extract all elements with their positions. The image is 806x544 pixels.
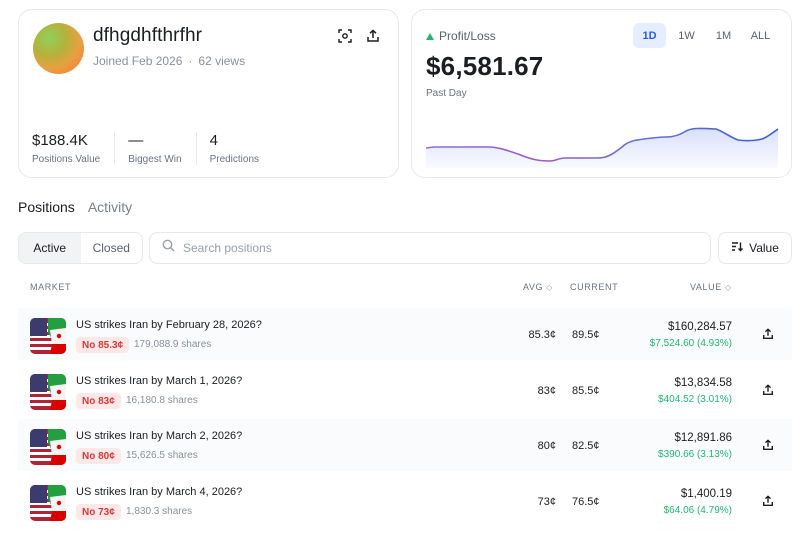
filter-active[interactable]: Active — [19, 233, 81, 263]
current-price: 85.5¢ — [572, 385, 600, 397]
scan-icon[interactable] — [335, 26, 355, 46]
share-icon[interactable] — [760, 493, 776, 509]
stat-biggest-win: — Biggest Win — [128, 132, 197, 165]
stat-label: Biggest Win — [128, 154, 182, 165]
search-icon — [162, 239, 175, 257]
stat-label: Predictions — [209, 154, 260, 165]
sparkline-area — [426, 128, 778, 168]
position-value: $12,891.86 — [674, 432, 732, 444]
outcome-badge: No 80¢ — [76, 448, 121, 464]
share-icon[interactable] — [363, 26, 383, 46]
position-value: $1,400.19 — [680, 488, 732, 500]
outcome-badge: No 73¢ — [76, 504, 121, 520]
shares-count: 15,626.5 shares — [126, 450, 198, 461]
stat-value: — — [128, 132, 144, 149]
us-iran-flag-icon — [30, 374, 66, 410]
us-iran-flag-icon — [30, 429, 66, 465]
profile-card: dfhgdhfthrfhr Joined Feb 2026 · 62 views… — [18, 9, 399, 178]
pnl-label-row: Profit/Loss — [426, 29, 496, 43]
pnl-period: Past Day — [426, 88, 467, 99]
header-avg[interactable]: AVG ◇ — [523, 282, 553, 292]
stat-predictions: 4 Predictions — [210, 132, 273, 165]
header-value-label: VALUE — [690, 282, 722, 292]
shares-count: 1,830.3 shares — [126, 506, 193, 517]
stat-value: 4 — [209, 132, 218, 149]
position-value: $160,284.57 — [668, 321, 732, 333]
shares-count: 179,088.9 shares — [134, 339, 212, 350]
market-title[interactable]: US strikes Iran by March 4, 2026? — [76, 486, 243, 498]
range-1d[interactable]: 1D — [633, 23, 666, 48]
header-value[interactable]: VALUE ◇ — [690, 282, 732, 292]
position-change: $64.06 (4.79%) — [663, 505, 732, 516]
main-tabs: Positions Activity — [18, 199, 132, 215]
range-1w[interactable]: 1W — [678, 29, 695, 42]
header-market-label: MARKET — [30, 282, 72, 292]
sort-icon — [731, 241, 744, 255]
range-all[interactable]: ALL — [750, 29, 771, 42]
sort-toggle-icon: ◇ — [546, 282, 553, 292]
position-change: $7,524.60 (4.93%) — [649, 338, 732, 349]
search-box — [149, 232, 711, 264]
header-current: CURRENT — [570, 282, 618, 292]
tab-activity[interactable]: Activity — [87, 199, 133, 215]
outcome-badge: No 83¢ — [76, 393, 121, 409]
views-count: 62 views — [198, 54, 246, 68]
current-price: 76.5¢ — [572, 496, 600, 508]
us-iran-flag-icon — [30, 485, 66, 521]
range-1m[interactable]: 1M — [715, 29, 732, 42]
sparkline-line — [426, 127, 778, 162]
pnl-value: $6,581.67 — [426, 51, 544, 81]
header-current-label: CURRENT — [570, 282, 619, 292]
status-filter: Active Closed — [18, 232, 143, 264]
current-price: 82.5¢ — [572, 440, 600, 452]
position-change: $404.52 (3.01%) — [658, 394, 732, 405]
current-price: 89.5¢ — [572, 329, 600, 341]
table-row[interactable]: US strikes Iran by March 4, 2026? No 73¢… — [18, 475, 792, 527]
share-icon[interactable] — [760, 437, 776, 453]
stat-label: Positions Value — [32, 154, 101, 165]
avg-price: 80¢ — [537, 440, 556, 452]
username: dfhgdhfthrfhr — [93, 25, 203, 46]
avatar — [33, 23, 84, 74]
sort-label: Value — [749, 241, 779, 255]
pnl-label: Profit/Loss — [439, 29, 496, 43]
table-row[interactable]: US strikes Iran by March 1, 2026? No 83¢… — [18, 364, 792, 416]
shares-count: 16,180.8 shares — [126, 395, 198, 406]
outcome-badge: No 85.3¢ — [76, 337, 130, 353]
avg-price: 73¢ — [537, 496, 556, 508]
table-header: MARKET AVG ◇ CURRENT VALUE ◇ — [18, 282, 792, 296]
pnl-card: Profit/Loss $6,581.67 Past Day 1D 1W 1M … — [411, 9, 792, 178]
table-row[interactable]: US strikes Iran by March 2, 2026? No 80¢… — [18, 419, 792, 471]
market-title[interactable]: US strikes Iran by February 28, 2026? — [76, 319, 262, 331]
sort-value-button[interactable]: Value — [718, 232, 792, 264]
search-input[interactable] — [183, 241, 683, 255]
range-selector: 1D 1W 1M ALL — [633, 23, 777, 48]
filter-closed[interactable]: Closed — [92, 241, 130, 255]
profile-stats: $188.4K Positions Value — Biggest Win 4 … — [32, 132, 286, 165]
market-title[interactable]: US strikes Iran by March 1, 2026? — [76, 375, 243, 387]
header-market[interactable]: MARKET — [30, 282, 71, 292]
avg-price: 85.3¢ — [528, 329, 556, 341]
meta-separator: · — [188, 54, 193, 68]
up-triangle-icon — [426, 32, 434, 40]
pnl-sparkline — [426, 127, 778, 168]
table-row[interactable]: US strikes Iran by February 28, 2026? No… — [18, 308, 792, 360]
profile-meta: Joined Feb 2026 · 62 views — [93, 54, 245, 68]
header-avg-label: AVG — [523, 282, 544, 292]
joined-date: Joined Feb 2026 — [93, 54, 183, 68]
stat-value: $188.4K — [32, 132, 88, 149]
market-title[interactable]: US strikes Iran by March 2, 2026? — [76, 430, 243, 442]
share-icon[interactable] — [760, 326, 776, 342]
sort-toggle-icon: ◇ — [724, 282, 732, 292]
position-change: $390.66 (3.13%) — [658, 449, 732, 460]
position-value: $13,834.58 — [674, 377, 732, 389]
avg-price: 83¢ — [537, 385, 556, 397]
us-iran-flag-icon — [30, 318, 66, 354]
tab-positions[interactable]: Positions — [18, 199, 75, 215]
stat-positions-value: $188.4K Positions Value — [32, 132, 116, 165]
share-icon[interactable] — [760, 382, 776, 398]
